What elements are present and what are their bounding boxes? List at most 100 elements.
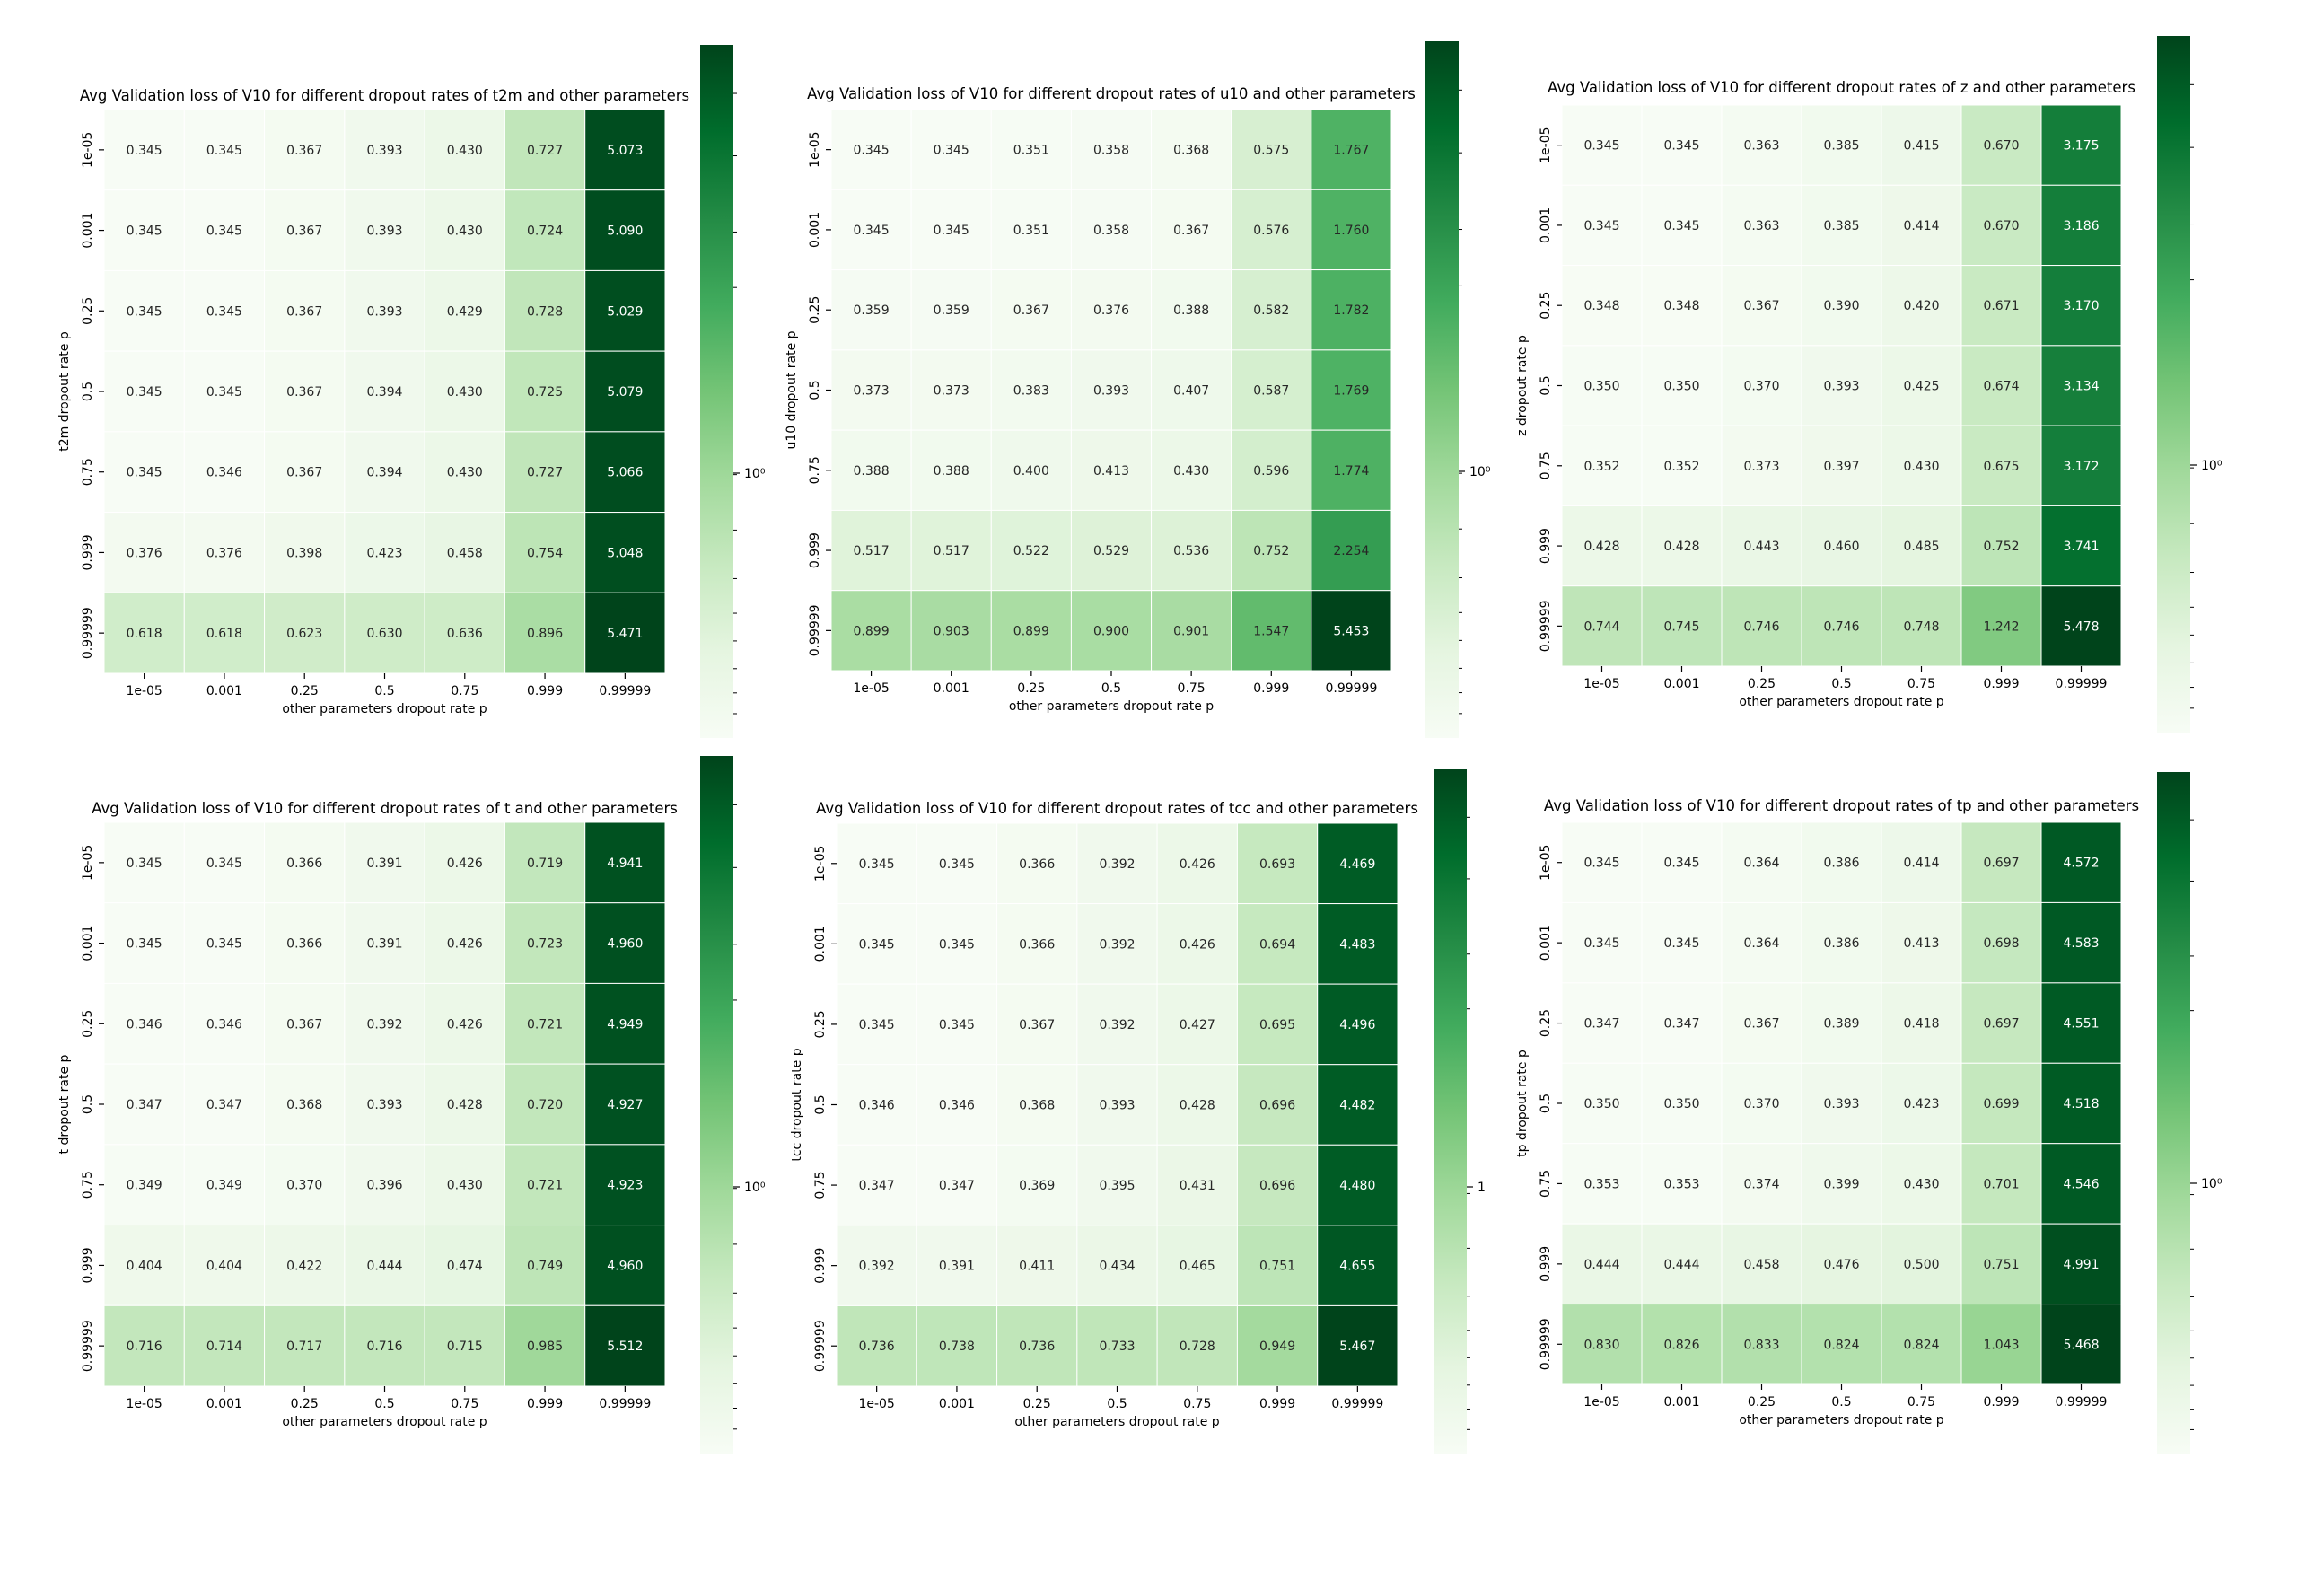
y-tick-label: 0.5 xyxy=(1539,1094,1553,1113)
heatmap-cell xyxy=(504,269,586,352)
cell-value-label: 4.469 xyxy=(1339,857,1375,872)
cell-value-label: 0.430 xyxy=(447,144,483,158)
heatmap-cell xyxy=(1311,349,1392,431)
heatmap-cell xyxy=(1070,269,1153,351)
cell-value-label: 0.345 xyxy=(859,937,895,952)
heatmap-cell xyxy=(584,269,666,352)
cell-value-label: 0.389 xyxy=(1823,1017,1859,1032)
cell-value-label: 0.715 xyxy=(447,1339,483,1354)
cell-value-label: 0.693 xyxy=(1259,857,1295,872)
cell-value-label: 4.927 xyxy=(607,1098,643,1112)
cell-value-label: 0.985 xyxy=(527,1339,563,1354)
y-tick-label: 0.99999 xyxy=(808,604,822,656)
x-tick-label: 0.999 xyxy=(1253,681,1289,696)
cell-value-label: 0.444 xyxy=(1583,1258,1619,1272)
cell-value-label: 0.751 xyxy=(1983,1258,2019,1272)
cell-value-label: 0.345 xyxy=(934,224,969,238)
heatmap-cell xyxy=(830,349,912,431)
heatmap-cell xyxy=(916,822,998,905)
cell-value-label: 0.345 xyxy=(127,856,162,871)
cell-value-label: 0.701 xyxy=(1983,1177,2019,1191)
x-tick-label: 1e-05 xyxy=(1583,1395,1619,1410)
heatmap-cell xyxy=(1801,505,1882,587)
x-tick-label: 0.75 xyxy=(451,1397,478,1411)
cell-value-label: 1.774 xyxy=(1333,464,1369,479)
cell-value-label: 0.748 xyxy=(1903,619,1939,634)
cell-value-label: 0.575 xyxy=(1253,144,1289,158)
cell-value-label: 0.351 xyxy=(1013,224,1049,238)
cell-value-label: 3.172 xyxy=(2063,460,2099,474)
cell-value-label: 0.517 xyxy=(934,544,969,558)
heatmap-cell xyxy=(1641,1223,1723,1305)
y-tick-label: 0.001 xyxy=(81,926,95,962)
cell-value-label: 0.352 xyxy=(1663,460,1699,474)
cell-value-label: 0.630 xyxy=(366,627,402,641)
heatmap-cell xyxy=(836,1064,917,1146)
y-axis-label: tp dropout rate p xyxy=(1515,1050,1530,1157)
y-tick-label: 0.5 xyxy=(81,382,95,401)
cell-value-label: 0.670 xyxy=(1983,219,2019,233)
cell-value-label: 4.551 xyxy=(2063,1017,2099,1032)
heatmap-cell xyxy=(1721,1062,1802,1145)
heatmap-cell xyxy=(1641,821,1723,903)
heatmap-cell xyxy=(1156,983,1238,1066)
cell-value-label: 0.587 xyxy=(1253,384,1289,399)
x-tick-label: 0.25 xyxy=(1748,677,1776,691)
heatmap-cell xyxy=(1721,345,1802,426)
cell-value-label: 0.721 xyxy=(527,1179,563,1193)
cell-value-label: 0.824 xyxy=(1823,1338,1859,1352)
heatmap-cell xyxy=(1801,1304,1882,1385)
cell-value-label: 0.427 xyxy=(1180,1018,1215,1032)
heatmap-cell xyxy=(1721,265,1802,347)
heatmap-cell xyxy=(1801,1143,1882,1225)
heatmap-cell xyxy=(1801,425,1882,506)
cell-value-label: 0.415 xyxy=(1903,139,1939,154)
heatmap-cell xyxy=(584,902,666,984)
heatmap-cell xyxy=(1070,109,1153,190)
cell-value-label: 0.367 xyxy=(286,304,322,319)
x-tick-label: 0.999 xyxy=(1983,1395,2019,1410)
x-tick-label: 1e-05 xyxy=(858,1397,894,1411)
cell-value-label: 0.367 xyxy=(286,224,322,239)
cell-value-label: 0.393 xyxy=(366,144,402,158)
x-tick-label: 1e-05 xyxy=(126,1397,162,1411)
cell-value-label: 0.404 xyxy=(206,1259,242,1273)
cell-value-label: 0.393 xyxy=(1823,1097,1859,1111)
x-tick-label: 0.99999 xyxy=(1331,1397,1383,1411)
cell-value-label: 0.434 xyxy=(1099,1260,1135,1274)
cell-value-label: 1.760 xyxy=(1333,224,1369,238)
heatmap-cell xyxy=(1076,983,1158,1066)
cell-value-label: 0.744 xyxy=(1583,619,1619,634)
cell-value-label: 0.350 xyxy=(1663,1097,1699,1111)
cell-value-label: 0.900 xyxy=(1093,624,1129,638)
cell-value-label: 0.370 xyxy=(286,1179,322,1193)
heatmap-cell xyxy=(1151,349,1232,431)
heatmap-cell xyxy=(344,1225,425,1306)
cell-value-label: 0.345 xyxy=(1583,139,1619,154)
heatmap-cell xyxy=(1561,1223,1643,1305)
heatmap-cell xyxy=(1151,189,1232,271)
cell-value-label: 0.714 xyxy=(206,1339,242,1354)
cell-value-label: 1.043 xyxy=(1983,1338,2019,1352)
heatmap-cell xyxy=(1721,901,1802,984)
x-tick-label: 0.5 xyxy=(1101,681,1121,696)
heatmap-cell xyxy=(504,592,586,674)
heatmap-cell xyxy=(103,350,185,433)
heatmap-cell xyxy=(504,1225,586,1306)
cell-value-label: 0.351 xyxy=(1013,144,1049,158)
heatmap-cell xyxy=(990,590,1072,672)
heatmap-cell xyxy=(1881,265,1962,347)
y-tick-label: 0.75 xyxy=(813,1171,828,1199)
heatmap-cell xyxy=(264,902,346,984)
heatmap-cell xyxy=(1960,1062,2042,1145)
heatmap-cell xyxy=(183,1144,266,1226)
cell-value-label: 0.346 xyxy=(127,1017,162,1032)
cell-value-label: 0.367 xyxy=(1743,1017,1779,1032)
y-tick-label: 0.999 xyxy=(1539,1246,1553,1282)
cell-value-label: 0.345 xyxy=(206,304,242,319)
heatmap-cell xyxy=(1881,1223,1962,1305)
cell-value-label: 5.048 xyxy=(607,546,643,560)
cell-value-label: 0.346 xyxy=(206,466,242,480)
x-tick-label: 0.99999 xyxy=(599,1397,651,1411)
heatmap-cell xyxy=(1156,822,1238,905)
